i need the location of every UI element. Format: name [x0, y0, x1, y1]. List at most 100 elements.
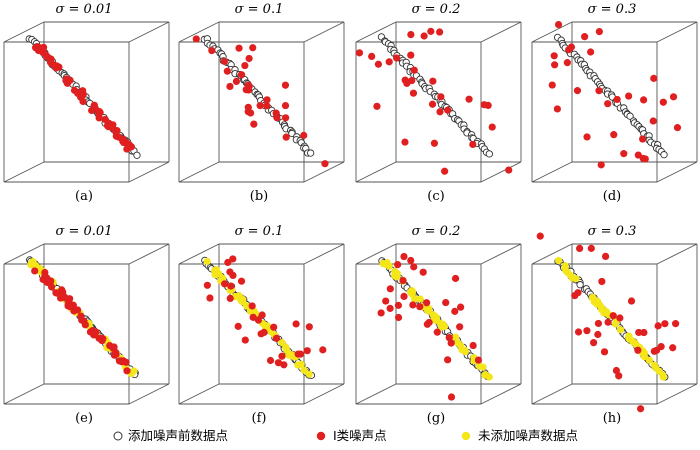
clean-point: [288, 129, 296, 138]
unnoised-point: [393, 273, 401, 281]
noise-point: [401, 138, 409, 146]
noise-point: [410, 66, 418, 74]
noise-point: [669, 344, 677, 352]
panel-c: σ = 0.2 (c): [355, 2, 522, 204]
noise-point: [263, 96, 271, 104]
noise-point: [654, 322, 662, 330]
noise-point: [400, 252, 408, 261]
cube-edge: [178, 243, 220, 265]
noise-point: [436, 28, 444, 36]
panel-label: (h): [603, 411, 622, 426]
noise-point: [47, 277, 55, 285]
clean-point: [133, 151, 141, 159]
cube-edge: [656, 383, 698, 405]
noise-point: [242, 86, 250, 94]
cube-edge: [531, 383, 573, 405]
cube-edge: [303, 21, 345, 43]
noise-point: [373, 102, 381, 110]
noise-point: [673, 124, 682, 132]
noise-point: [598, 277, 606, 286]
noise-point: [433, 328, 441, 336]
cube-edge: [3, 243, 45, 265]
cube-edge: [128, 243, 170, 265]
noise-point: [548, 81, 556, 89]
noise-point: [638, 135, 647, 143]
noise-point: [260, 328, 268, 337]
noise-point: [612, 366, 621, 375]
noise-point: [437, 93, 445, 101]
noise-point: [110, 343, 118, 351]
unnoised-point: [130, 367, 138, 375]
noise-point: [303, 347, 311, 355]
cube-edge: [480, 21, 522, 43]
noise-point: [31, 44, 40, 52]
unnoised-point: [554, 256, 563, 265]
noise-point: [374, 60, 383, 68]
noise-point: [266, 356, 275, 365]
noise-point: [550, 52, 558, 60]
noise-point: [122, 358, 130, 366]
noise-point: [444, 356, 452, 364]
unnoised-point: [278, 339, 286, 347]
noise-point: [436, 108, 444, 116]
noise-point: [634, 151, 642, 159]
noise-point: [640, 328, 648, 337]
noise-point: [220, 280, 229, 288]
noise-point: [420, 32, 428, 40]
unnoised-point: [479, 363, 487, 371]
panel-b: σ = 0.1 (b): [178, 2, 345, 204]
noise-point: [123, 367, 131, 375]
noise-point: [394, 261, 402, 269]
noise-point: [91, 104, 99, 112]
noise-point: [407, 256, 415, 265]
noise-point: [274, 359, 282, 367]
cube-edge: [531, 161, 573, 183]
noise-point: [282, 133, 290, 141]
noise-point: [407, 51, 415, 59]
noise-point: [636, 405, 645, 413]
noise-point: [241, 61, 249, 70]
panel-title: σ = 0.01: [56, 224, 113, 239]
noise-point: [657, 342, 665, 351]
unnoised-point: [300, 366, 308, 374]
noise-point: [248, 302, 256, 310]
noise-point: [70, 86, 79, 94]
noise-point: [80, 317, 88, 325]
noise-point: [634, 346, 642, 354]
noise-point: [256, 102, 264, 110]
unnoised-point: [211, 266, 219, 274]
noise-point: [594, 330, 602, 339]
unnoised-point: [203, 257, 211, 266]
noise-point: [465, 95, 473, 103]
noise-point: [576, 244, 584, 253]
noise-point: [292, 320, 300, 328]
unnoised-point: [625, 333, 633, 341]
noise-point: [319, 346, 327, 354]
noise-point: [272, 334, 281, 342]
noise-point: [456, 323, 464, 331]
noise-point: [445, 334, 453, 342]
noise-point: [305, 323, 313, 331]
noise-point: [258, 311, 266, 319]
noise-point: [441, 167, 449, 175]
unnoised-point: [602, 308, 611, 316]
cube-edge: [656, 161, 698, 183]
noise-point: [79, 90, 87, 98]
noise-point: [416, 303, 424, 311]
panel-title: σ = 0.2: [412, 2, 461, 17]
scatter-points: [536, 232, 680, 413]
noise-point: [581, 33, 589, 41]
noise-point: [650, 74, 658, 82]
noise-point: [112, 350, 120, 358]
noise-point: [250, 120, 258, 128]
clean-point: [576, 281, 584, 289]
panel-h: σ = 0.3 (h): [531, 224, 698, 426]
cube-edge: [656, 243, 698, 265]
noise-point: [385, 58, 393, 66]
noise-point: [583, 327, 591, 335]
noise-point: [469, 341, 477, 350]
noise-point: [604, 318, 612, 326]
noise-point: [206, 294, 214, 302]
noise-point: [52, 64, 60, 72]
